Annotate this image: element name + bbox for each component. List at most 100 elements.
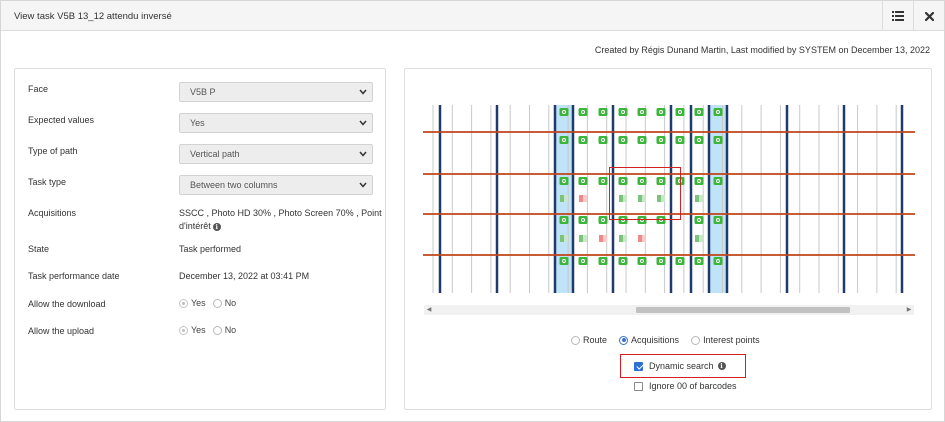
allow-download-no-radio[interactable] [212,298,222,308]
camera-icon[interactable] [694,177,704,185]
view-route-option[interactable]: Route [571,335,607,345]
camera-icon[interactable] [713,257,723,265]
task-details-panel: Face V5B P Expected values Yes Type of p… [14,68,386,410]
view-acquisitions-radio[interactable] [619,335,629,345]
type-of-path-label: Type of path [28,146,78,156]
camera-icon[interactable] [559,216,569,224]
barcode-marker [699,195,703,202]
camera-icon[interactable] [578,136,588,144]
dynamic-search-checkbox[interactable] [634,361,643,371]
camera-icon[interactable] [694,136,704,144]
camera-icon[interactable] [578,216,588,224]
barcode-marker [579,195,583,202]
barcode-marker [695,235,699,242]
camera-icon[interactable] [675,108,685,116]
barcode-marker [579,235,583,242]
view-acquisitions-option[interactable]: Acquisitions [619,335,679,345]
rack-plan-view[interactable] [423,99,915,299]
camera-icon[interactable] [618,136,628,144]
ignore-00-option[interactable]: Ignore 00 of barcodes [634,381,737,391]
modal-title: View task V5B 13_12 attendu inversé [14,11,172,22]
camera-icon[interactable] [578,177,588,185]
camera-icon[interactable] [713,136,723,144]
barcode-marker [657,195,661,202]
info-icon[interactable]: i [212,223,221,231]
scroll-thumb[interactable] [636,307,850,313]
type-of-path-select[interactable]: Vertical path [179,144,373,164]
expected-values-select[interactable]: Yes [179,113,373,133]
task-date-label: Task performance date [28,271,120,281]
allow-download-no-label: No [224,298,237,308]
camera-icon[interactable] [637,136,647,144]
camera-icon[interactable] [713,216,723,224]
camera-icon[interactable] [637,257,647,265]
camera-icon[interactable] [618,108,628,116]
barcode-marker [560,195,564,202]
camera-icon[interactable] [559,136,569,144]
modal-header: View task V5B 13_12 attendu inversé [1,1,944,31]
close-button[interactable] [913,1,944,31]
list-view-button[interactable] [882,1,913,31]
allow-upload-label: Allow the upload [28,326,95,336]
camera-icon[interactable] [637,108,647,116]
view-route-label: Route [583,335,608,345]
camera-icon[interactable] [578,108,588,116]
camera-icon[interactable] [598,136,608,144]
face-label: Face [28,84,49,94]
scroll-left-icon[interactable]: ◀ [426,307,432,313]
allow-upload-no-radio[interactable] [212,325,222,335]
barcode-marker [560,235,564,242]
created-modified-info: Created by Régis Dunand Martin, Last mod… [594,45,930,55]
camera-icon[interactable] [713,177,723,185]
face-select-value: V5B P [190,87,216,97]
camera-icon[interactable] [618,177,628,185]
camera-icon[interactable] [618,257,628,265]
allow-download-yes-radio[interactable] [179,298,188,308]
camera-icon[interactable] [559,108,569,116]
camera-icon[interactable] [598,257,608,265]
camera-icon[interactable] [675,136,685,144]
camera-icon[interactable] [598,177,608,185]
camera-icon[interactable] [656,108,666,116]
camera-icon[interactable] [559,257,569,265]
camera-icon[interactable] [598,216,608,224]
face-select[interactable]: V5B P [179,82,373,102]
task-type-select-value: Between two columns [190,180,278,190]
camera-icon[interactable] [559,177,569,185]
allow-upload-yes-radio[interactable] [179,325,188,335]
camera-icon[interactable] [656,136,666,144]
dynamic-search-option[interactable]: Dynamic search i [634,361,726,371]
info-icon[interactable]: i [717,362,726,370]
camera-icon[interactable] [598,108,608,116]
scroll-right-icon[interactable]: ▶ [906,307,912,313]
view-mode-radios: Route Acquisitions Interest points [571,335,772,345]
barcode-marker [638,195,642,202]
view-interest-points-label: Interest points [703,335,760,345]
ignore-00-checkbox[interactable] [634,381,643,391]
barcode-marker [564,195,568,202]
camera-icon[interactable] [637,177,647,185]
camera-icon[interactable] [694,257,704,265]
horizontal-scrollbar[interactable]: ◀ ▶ [424,305,914,315]
camera-icon[interactable] [656,257,666,265]
view-interest-points-radio[interactable] [691,335,701,345]
barcode-marker [661,195,665,202]
chevron-down-icon [359,182,367,188]
view-route-radio[interactable] [571,335,580,345]
state-value: Task performed [179,244,242,254]
camera-icon[interactable] [675,257,685,265]
highlight-box [609,167,681,220]
barcode-marker [583,235,587,242]
task-type-select[interactable]: Between two columns [179,175,373,195]
camera-icon[interactable] [694,216,704,224]
camera-icon[interactable] [713,108,723,116]
camera-icon[interactable] [656,177,666,185]
task-date-value: December 13, 2022 at 03:41 PM [179,271,310,281]
allow-download-yes-label: Yes [191,298,206,308]
camera-icon[interactable] [578,257,588,265]
camera-icon[interactable] [694,108,704,116]
view-interest-points-option[interactable]: Interest points [691,335,760,345]
barcode-marker [638,235,642,242]
view-acquisitions-label: Acquisitions [631,335,680,345]
